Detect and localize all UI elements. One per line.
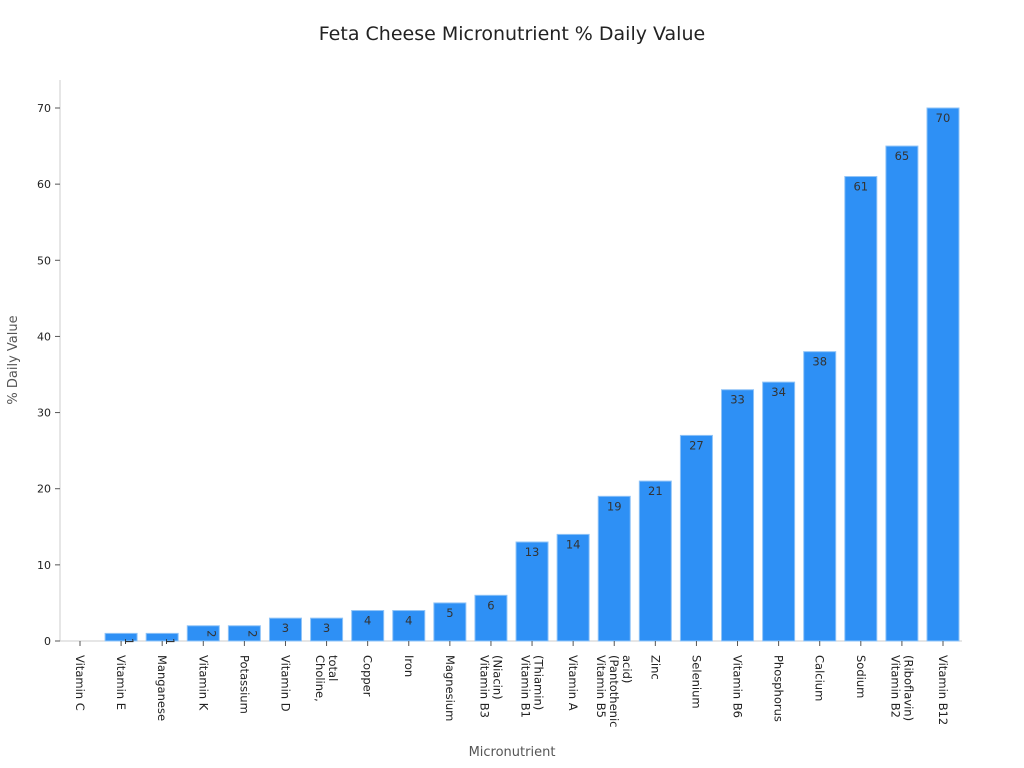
data-label: 13: [525, 545, 540, 559]
bar: [803, 351, 837, 642]
x-tick-label: Vitamin B6: [731, 655, 745, 718]
data-label: 3: [323, 621, 330, 635]
chart-title: Feta Cheese Micronutrient % Daily Value: [319, 23, 705, 45]
data-label: 19: [607, 499, 622, 513]
data-label: 65: [895, 149, 910, 163]
y-tick-label: 40: [37, 330, 51, 343]
bar: [392, 610, 426, 642]
data-label: 2: [204, 630, 218, 637]
x-tick-label: Phosphorus: [772, 655, 786, 722]
data-label: 70: [936, 111, 951, 125]
data-label: 1: [122, 638, 136, 645]
x-tick-label: Vitamin B1(Thiamin): [519, 655, 546, 718]
x-tick-label: Zinc: [648, 655, 662, 680]
x-tick-label: Potassium: [237, 655, 251, 714]
x-tick-label: Vitamin C: [73, 655, 87, 711]
data-label: 21: [648, 484, 663, 498]
bar: [679, 434, 713, 642]
data-label: 61: [853, 180, 868, 194]
bar: [638, 480, 672, 642]
bar: [556, 533, 590, 642]
x-tick-label: Vitamin E: [114, 655, 128, 710]
bar: [597, 495, 631, 642]
data-label: 38: [812, 355, 827, 369]
data-label: 27: [689, 438, 704, 452]
data-label: 1: [163, 638, 177, 645]
x-tick-label: Iron: [402, 655, 416, 677]
y-tick-label: 50: [37, 254, 51, 267]
x-tick-label: Vitamin B2(Riboflavin): [888, 655, 915, 721]
data-label: 2: [245, 630, 259, 637]
x-tick-label: Sodium: [854, 655, 868, 698]
data-label: 33: [730, 393, 745, 407]
y-tick-label: 30: [37, 407, 51, 420]
x-tick-label: Calcium: [813, 655, 827, 701]
y-tick-label: 70: [37, 102, 51, 115]
x-tick-label: Vitamin B3(Niacin): [477, 655, 504, 718]
data-label: 34: [771, 385, 786, 399]
y-axis-label: % Daily Value: [6, 315, 21, 404]
x-tick-label: Magnesium: [443, 655, 457, 721]
x-axis-label: Micronutrient: [469, 745, 556, 760]
data-label: 4: [364, 614, 371, 628]
x-tick-label: Vitamin D: [278, 655, 292, 712]
x-tick-label: Vitamin K: [196, 655, 210, 711]
y-tick-label: 60: [37, 178, 51, 191]
bar: [844, 176, 878, 642]
data-label: 5: [446, 606, 453, 620]
bar: [762, 381, 796, 642]
x-tick-label: Manganese: [155, 655, 169, 721]
data-label: 4: [405, 614, 412, 628]
bar: [474, 594, 508, 642]
x-tick-label: Choline,total: [313, 655, 340, 702]
data-label: 3: [282, 621, 289, 635]
x-tick-label: Selenium: [689, 655, 703, 709]
bar: [515, 541, 549, 642]
data-label: 6: [487, 598, 494, 612]
data-label: 14: [566, 537, 581, 551]
x-tick-label: Vitamin A: [566, 655, 580, 711]
y-tick-label: 0: [44, 635, 51, 648]
y-tick-label: 10: [37, 559, 51, 572]
x-tick-label: Vitamin B5(Pantothenicacid): [594, 655, 634, 727]
x-tick-label: Vitamin B12: [936, 655, 950, 725]
bar: [926, 107, 960, 642]
bar: [433, 602, 467, 642]
x-tick-label: Copper: [361, 655, 375, 697]
y-tick-label: 20: [37, 483, 51, 496]
bar: [885, 145, 919, 642]
bar: [721, 389, 755, 642]
